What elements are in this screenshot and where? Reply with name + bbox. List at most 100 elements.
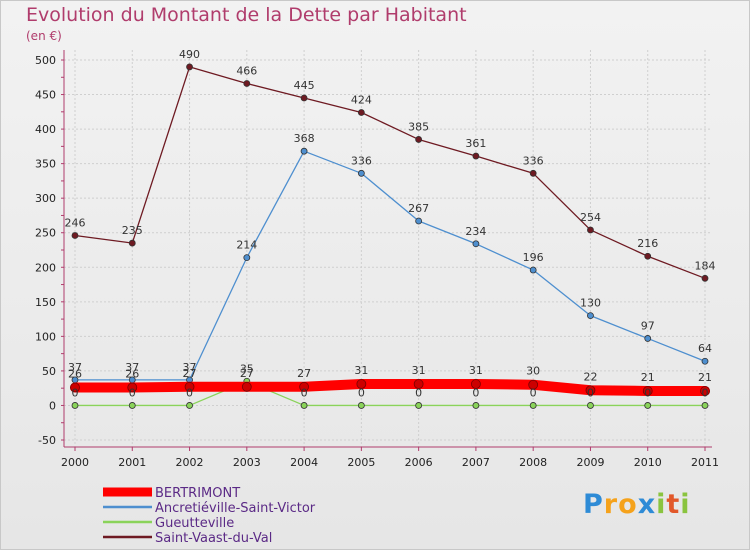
data-label: 235 bbox=[122, 224, 143, 237]
x-tick-label: 2004 bbox=[290, 456, 318, 469]
data-label: 214 bbox=[236, 239, 257, 252]
data-point bbox=[529, 402, 537, 409]
data-point bbox=[701, 274, 709, 282]
grid-layer bbox=[64, 50, 712, 447]
data-point bbox=[587, 226, 594, 234]
data-point bbox=[300, 147, 308, 155]
y-tick-label: 450 bbox=[35, 89, 56, 102]
data-label: 184 bbox=[695, 259, 716, 272]
data-point bbox=[127, 382, 138, 393]
data-label: 31 bbox=[469, 364, 483, 377]
data-point bbox=[644, 402, 652, 409]
data-label: 27 bbox=[183, 367, 197, 380]
data-point bbox=[472, 402, 480, 409]
data-label: 0 bbox=[186, 386, 193, 399]
series-line-Gueutteville bbox=[74, 380, 706, 407]
data-label: 31 bbox=[412, 364, 426, 377]
data-label: 0 bbox=[644, 386, 651, 399]
logo-letter: t bbox=[666, 489, 681, 520]
x-tick-label: 2003 bbox=[233, 456, 261, 469]
logo-letter: r bbox=[603, 489, 619, 520]
data-label: 385 bbox=[408, 120, 429, 133]
y-tick-label: 150 bbox=[35, 296, 56, 309]
data-label: 466 bbox=[236, 64, 257, 77]
x-tick-label: 2010 bbox=[634, 456, 662, 469]
data-point bbox=[415, 402, 423, 409]
series-line-BERTRIMONT bbox=[70, 379, 710, 396]
data-point bbox=[415, 217, 423, 225]
data-point bbox=[184, 381, 195, 392]
data-label: 30 bbox=[526, 365, 540, 378]
data-label: 27 bbox=[240, 367, 254, 380]
data-point bbox=[642, 386, 653, 396]
data-label: 0 bbox=[702, 386, 709, 399]
x-tick-label: 2000 bbox=[61, 456, 89, 469]
data-point bbox=[357, 109, 365, 116]
y-tick-label: 350 bbox=[35, 158, 56, 171]
data-point bbox=[186, 63, 193, 71]
data-point bbox=[300, 94, 308, 102]
y-tick-label: 500 bbox=[35, 54, 56, 67]
data-point bbox=[186, 402, 193, 409]
data-label: 336 bbox=[523, 154, 544, 167]
data-label: 267 bbox=[408, 202, 429, 215]
data-label: 336 bbox=[351, 154, 372, 167]
data-label: 490 bbox=[179, 48, 200, 61]
data-label: 37 bbox=[68, 361, 82, 374]
data-point bbox=[644, 252, 652, 260]
data-label: 246 bbox=[65, 216, 86, 229]
data-label: 35 bbox=[240, 362, 254, 375]
x-tick-label: 2006 bbox=[405, 456, 433, 469]
data-label-layer: 246 235 490 466 445 424 385 361 336 254 216 184 37 37… bbox=[65, 48, 716, 400]
data-point bbox=[529, 266, 537, 274]
data-point bbox=[243, 80, 251, 87]
data-label: 130 bbox=[580, 297, 601, 310]
data-label: 22 bbox=[583, 370, 597, 383]
data-label: 0 bbox=[587, 386, 594, 399]
data-point bbox=[700, 386, 710, 396]
data-point bbox=[300, 402, 308, 409]
logo-letter: o bbox=[618, 489, 638, 520]
chart-title: Evolution du Montant de la Dette par Hab… bbox=[26, 4, 467, 26]
y-tick-label: 300 bbox=[35, 192, 56, 205]
legend-label: Ancretiéville-Saint-Victor bbox=[155, 501, 316, 516]
data-point bbox=[587, 312, 594, 320]
data-label: 26 bbox=[125, 367, 139, 380]
data-label: 0 bbox=[472, 386, 479, 399]
data-point bbox=[128, 402, 136, 409]
data-point bbox=[585, 385, 596, 396]
data-label: 64 bbox=[698, 342, 712, 355]
data-label: 27 bbox=[297, 367, 311, 380]
data-point bbox=[71, 402, 79, 409]
data-label: 234 bbox=[465, 225, 486, 238]
series-layer bbox=[70, 63, 710, 409]
data-label: 26 bbox=[68, 367, 82, 380]
data-point bbox=[644, 335, 652, 342]
data-label: 0 bbox=[72, 386, 79, 399]
legend: BERTRIMONTAncretiéville-Saint-VictorGueu… bbox=[103, 486, 316, 546]
legend-label: Gueutteville bbox=[155, 516, 234, 531]
y-tick-label: 400 bbox=[35, 123, 56, 136]
x-tick-label: 2001 bbox=[118, 456, 146, 469]
data-point bbox=[241, 381, 252, 392]
data-point bbox=[243, 254, 251, 262]
x-tick-label: 2009 bbox=[576, 456, 604, 469]
data-label: 0 bbox=[129, 386, 136, 399]
data-point bbox=[357, 169, 365, 177]
logo-letter: i bbox=[656, 489, 667, 520]
data-point bbox=[299, 381, 309, 392]
data-point bbox=[356, 379, 367, 389]
data-point bbox=[529, 169, 537, 177]
data-label: 31 bbox=[354, 364, 368, 377]
data-point bbox=[70, 382, 80, 393]
data-label: 0 bbox=[415, 386, 422, 399]
data-point bbox=[472, 152, 480, 160]
data-label: 21 bbox=[698, 371, 712, 384]
series-line-Ancretiéville-Saint-Victor bbox=[74, 150, 706, 381]
x-tick-label: 2008 bbox=[519, 456, 547, 469]
logo-letter: i bbox=[680, 489, 691, 520]
data-label: 97 bbox=[641, 319, 655, 332]
data-point bbox=[71, 232, 79, 239]
